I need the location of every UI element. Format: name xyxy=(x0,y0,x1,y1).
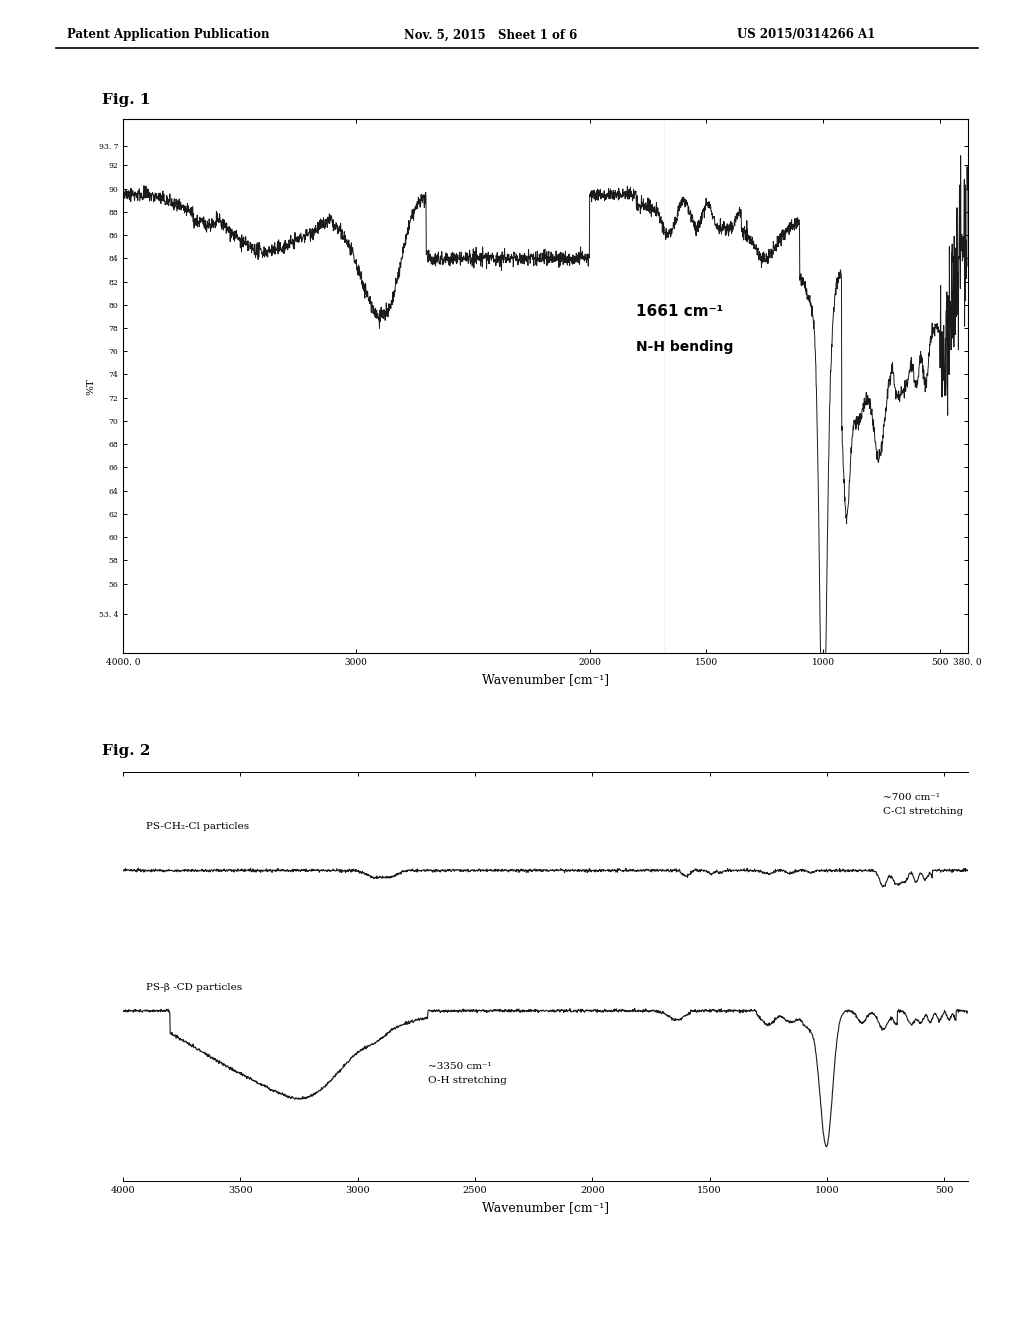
Text: PS-β -CD particles: PS-β -CD particles xyxy=(146,983,243,993)
Text: N-H bending: N-H bending xyxy=(636,341,733,354)
Text: C-Cl stretching: C-Cl stretching xyxy=(883,808,964,816)
Text: Fig. 1: Fig. 1 xyxy=(102,94,151,107)
Text: Patent Application Publication: Patent Application Publication xyxy=(67,28,269,41)
Text: ~3350 cm⁻¹: ~3350 cm⁻¹ xyxy=(428,1063,492,1071)
Text: Fig. 2: Fig. 2 xyxy=(102,744,151,758)
Text: O-H stretching: O-H stretching xyxy=(428,1076,507,1085)
Text: US 2015/0314266 A1: US 2015/0314266 A1 xyxy=(737,28,876,41)
Text: Nov. 5, 2015   Sheet 1 of 6: Nov. 5, 2015 Sheet 1 of 6 xyxy=(404,28,578,41)
X-axis label: Wavenumber [cm⁻¹]: Wavenumber [cm⁻¹] xyxy=(481,673,609,686)
X-axis label: Wavenumber [cm⁻¹]: Wavenumber [cm⁻¹] xyxy=(481,1201,609,1214)
Text: 1661 cm⁻¹: 1661 cm⁻¹ xyxy=(636,305,724,319)
Text: PS-CH₂-Cl particles: PS-CH₂-Cl particles xyxy=(146,821,250,830)
Y-axis label: %T: %T xyxy=(87,378,95,395)
Text: ~700 cm⁻¹: ~700 cm⁻¹ xyxy=(883,793,940,803)
